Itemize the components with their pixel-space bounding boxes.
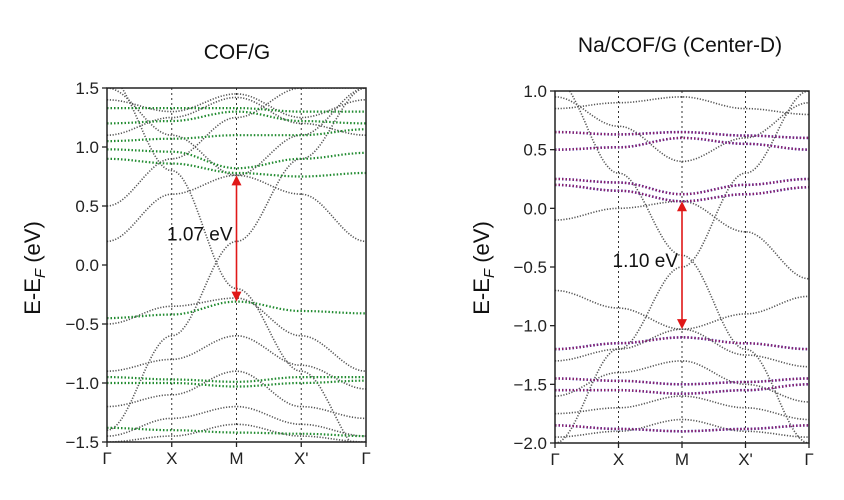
gap-annotation: 1.07 eV [167, 175, 242, 302]
gap-arrow-head-down [231, 291, 242, 302]
band-line [107, 297, 366, 372]
y-tick-label: 0.5 [523, 141, 547, 160]
plot-area [555, 91, 809, 443]
band-line [555, 96, 809, 163]
y-axis-label-main: E-E [469, 278, 494, 315]
x-tick-label: M [675, 450, 689, 469]
highlight-band-line [555, 136, 809, 151]
y-tick-label: 1.0 [523, 82, 547, 101]
x-tick-label: X' [294, 449, 309, 468]
y-tick-label: −2.0 [513, 434, 547, 453]
gap-label: 1.07 eV [167, 224, 233, 245]
band-line [107, 405, 366, 437]
y-axis-label-main: E-E [20, 278, 45, 315]
highlight-band-line [555, 183, 809, 203]
band-line [107, 423, 366, 442]
highlight-band-line [107, 300, 366, 320]
y-axis-label-tail: (eV) [469, 221, 494, 269]
gap-arrow-head-up [231, 175, 242, 186]
y-tick-label: 0.0 [523, 199, 547, 218]
y-axis-label: E-EF (eV) [469, 221, 498, 315]
gap-label: 1.10 eV [613, 251, 679, 272]
x-ticks: Γ X M X' Γ [550, 443, 814, 469]
highlight-band-line [107, 107, 366, 113]
x-tick-label: Γ [804, 450, 813, 469]
y-axis-label-subscript: F [481, 268, 498, 278]
highlight-band-line [555, 377, 809, 386]
highlight-band-line [555, 383, 809, 395]
y-tick-label: 1.0 [75, 138, 99, 157]
y-ticks: 1.0 0.5 0.0 −0.5 −1.0 −1.5 −2.0 [513, 82, 555, 453]
highlight-band-line [555, 336, 809, 351]
band-line [555, 418, 809, 438]
highlight-band-line [107, 426, 366, 438]
x-tick-label: X' [738, 450, 753, 469]
y-tick-label: −1.5 [513, 375, 547, 394]
y-axis-label: E-EF (eV) [20, 221, 49, 315]
y-tick-label: −0.5 [513, 258, 547, 277]
band-line [555, 395, 809, 421]
y-tick-label: 1.5 [75, 79, 99, 98]
y-tick-label: 0.5 [75, 197, 99, 216]
band-line [555, 96, 809, 116]
gap-arrow-head-down [677, 319, 687, 330]
gap-annotation: 1.10 eV [613, 201, 687, 330]
x-tick-label: Γ [550, 450, 559, 469]
y-tick-label: −1.5 [65, 433, 99, 452]
y-tick-label: −1.0 [65, 374, 99, 393]
highlight-band-line [107, 148, 366, 170]
y-ticks: 1.5 1.0 0.5 0.0 −0.5 −1.0 −1.5 [65, 79, 107, 452]
highlight-band-line [555, 177, 809, 196]
x-tick-label: X [166, 449, 177, 468]
x-ticks: Γ X M X' Γ [102, 442, 371, 468]
chart-title: Na/COF/G (Center-D) [578, 34, 782, 57]
y-axis-label-subscript: F [32, 268, 49, 278]
plot-area [107, 88, 366, 442]
y-axis-label-tail: (eV) [20, 221, 45, 269]
band-line [107, 88, 366, 207]
highlight-band-line [555, 424, 809, 433]
highlight-band-line [107, 110, 366, 125]
y-tick-label: −1.0 [513, 317, 547, 336]
na-cof-g-chart: Na/COF/G (Center-D) E-EF (eV) 1.0 0.5 0.0 −… [469, 34, 814, 469]
highlight-band-line [107, 128, 366, 143]
y-tick-label: 0.0 [75, 256, 99, 275]
gap-arrow-head-up [677, 201, 687, 212]
x-tick-label: Γ [361, 449, 370, 468]
x-tick-label: Γ [102, 449, 111, 468]
highlight-band-line [555, 131, 809, 139]
highlight-band-line [107, 379, 366, 388]
x-tick-label: M [229, 449, 243, 468]
y-tick-label: −0.5 [65, 315, 99, 334]
cof-g-chart: COF/G E-EF (eV) 1.5 1.0 0.5 0.0 −0.5 −1.0 −1.5… [20, 41, 371, 468]
highlight-band-line [107, 376, 366, 383]
band-line [555, 289, 809, 330]
band-line [107, 88, 366, 243]
highlight-band-line [107, 157, 366, 178]
x-tick-label: X [613, 450, 624, 469]
band-line [555, 328, 809, 368]
band-line [107, 370, 366, 420]
band-line [107, 88, 366, 243]
chart-title: COF/G [204, 41, 271, 64]
